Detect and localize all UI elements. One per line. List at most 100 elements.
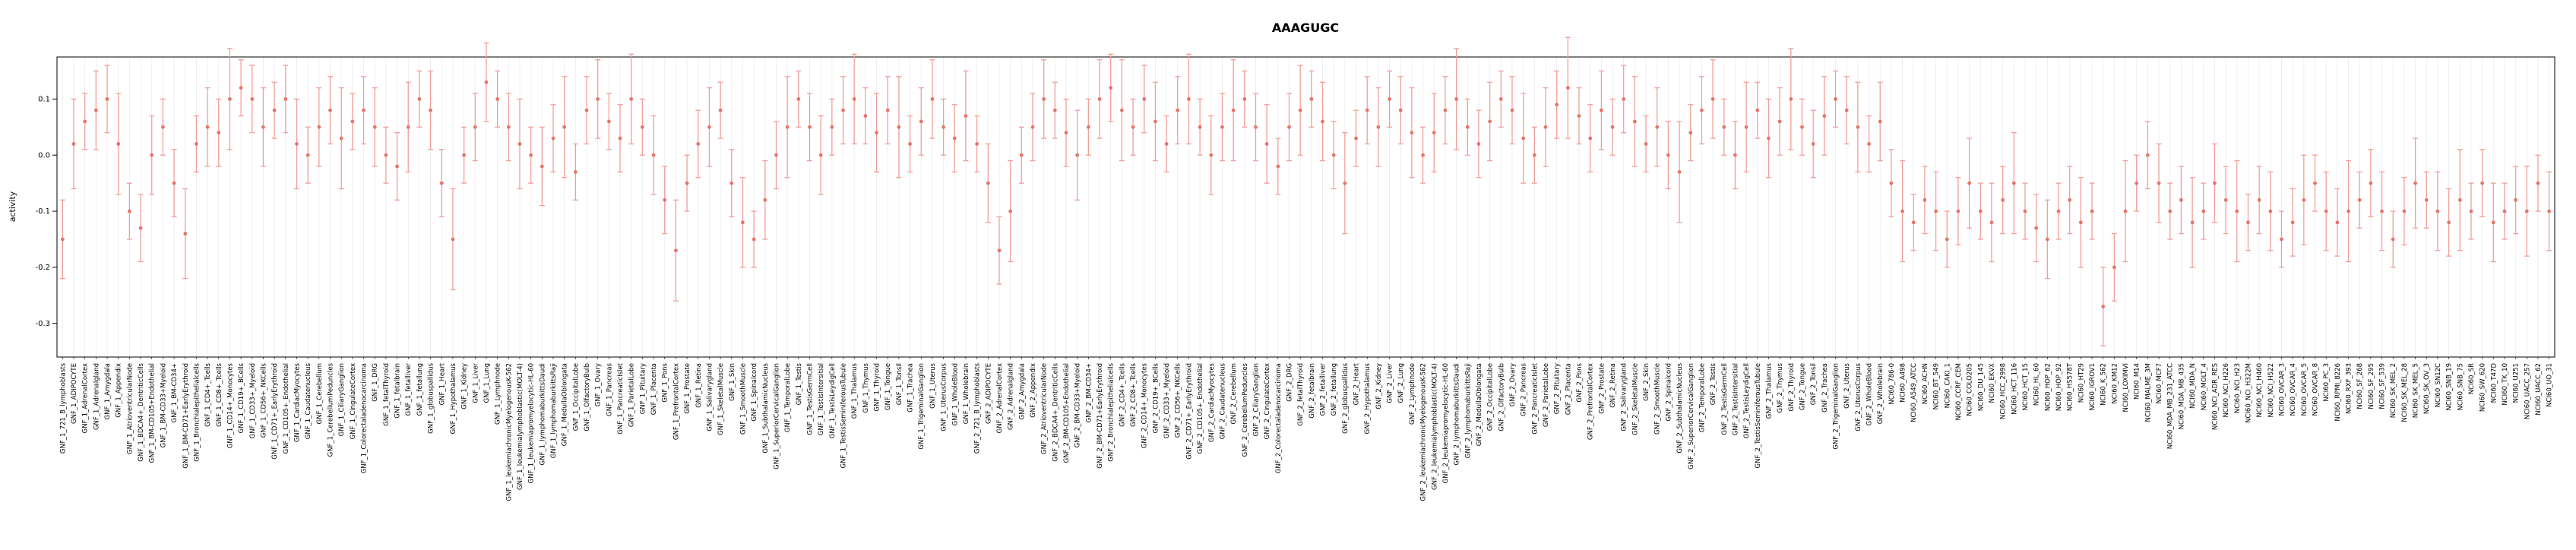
- data-point: [2514, 198, 2518, 202]
- x-tick-label: GNF_1_TestisSeminiferousTubule: [840, 363, 848, 469]
- x-tick-label: GNF_2_AtrioventricularNode: [1041, 363, 1049, 454]
- x-tick-label: GNF_2_CerebellumPeduncles: [1242, 362, 1249, 457]
- data-point: [640, 125, 644, 129]
- data-point: [2157, 181, 2161, 185]
- x-tick-label: NCI60_UO_31: [2546, 363, 2554, 407]
- x-tick-label: GNF_1_BM-CD34+: [171, 363, 179, 422]
- data-point: [1119, 108, 1124, 112]
- x-tick-label: NCI60_MCF7: [2156, 363, 2163, 403]
- x-tick-label: GNF_2_BM-CD71+EarlyErythroid: [1097, 363, 1104, 469]
- data-point: [261, 125, 265, 129]
- x-tick-label: NCI60_EKVX: [1989, 363, 1996, 403]
- x-tick-label: GNF_1_Salivarygland: [706, 363, 714, 431]
- x-tick-label: GNF_1_Amygdala: [104, 363, 112, 419]
- x-tick-label: NCI60_NCI_H522: [2267, 363, 2275, 418]
- data-point: [1030, 125, 1035, 129]
- data-point: [752, 237, 756, 242]
- x-tick-label: GNF_2_leukemialymphoblastic(MOLT-4): [1431, 363, 1438, 490]
- x-tick-label: GNF_1_BM-CD105+Endothelial: [149, 363, 157, 463]
- x-tick-label: GNF_2_Retina: [1609, 363, 1617, 408]
- x-tick-label: GNF_1_OlfactoryBulb: [584, 363, 591, 431]
- x-tick-label: NCI60_K_562: [2100, 363, 2108, 406]
- x-tick-label: GNF_1_Thymus: [862, 362, 870, 412]
- x-tick-label: NCI60_NCI_H322M: [2245, 363, 2252, 423]
- x-tick-label: GNF_2_CD8+_Tcells: [1130, 362, 1138, 426]
- data-point: [2235, 209, 2239, 213]
- x-tick-label: NCI60_TK_10: [2502, 363, 2509, 406]
- data-point: [1365, 108, 1369, 112]
- data-point: [1923, 198, 1927, 202]
- data-point: [362, 108, 366, 112]
- x-tick-label: GNF_2_CingulateCortex: [1264, 363, 1271, 439]
- x-tick-label: GNF_1_CD4+_Tcells: [204, 362, 212, 426]
- x-tick-label: GNF_2_SkeletalMuscle: [1631, 363, 1639, 435]
- data-point: [540, 164, 544, 169]
- data-point: [1822, 114, 1827, 118]
- data-point: [1956, 209, 1960, 213]
- data-point: [1454, 96, 1459, 101]
- x-tick-label: GNF_1_CerebellumPeduncles: [328, 362, 335, 457]
- data-point: [1632, 119, 1637, 124]
- data-point: [161, 125, 165, 129]
- data-point: [930, 96, 935, 101]
- x-tick-label: NCI60_SN12C: [2435, 363, 2442, 407]
- x-tick-label: GNF_2_Ovary: [1509, 363, 1517, 406]
- data-point: [1209, 153, 1214, 157]
- data-point: [2469, 209, 2473, 213]
- x-tick-label: NCI60_U251: [2513, 363, 2521, 403]
- x-tick-label: NCI60_NCI_H226: [2223, 363, 2230, 418]
- data-point: [1967, 181, 1972, 185]
- x-tick-label: GNF_2_fetalliver: [1320, 363, 1328, 416]
- data-point: [1298, 108, 1302, 112]
- data-point: [2246, 220, 2250, 225]
- data-point: [2045, 237, 2049, 242]
- data-point: [2056, 209, 2061, 213]
- data-point: [674, 248, 678, 253]
- x-tick-label: GNF_1_Pancreas: [606, 362, 613, 416]
- x-tick-label: GNF_1_globuspallidus: [428, 362, 435, 433]
- data-point: [239, 86, 243, 90]
- data-point: [517, 142, 522, 146]
- x-tick-label: GNF_2_Thalamus: [1765, 362, 1773, 419]
- x-tick-label: GNF_1_PrefrontalCortex: [672, 363, 680, 440]
- x-tick-label: NCI60_CAKI_1: [1944, 363, 1951, 408]
- x-tick-label: GNF_2_BM-CD33+Myeloid: [1074, 363, 1082, 447]
- x-tick-label: NCI60_M14: [2134, 363, 2141, 400]
- data-point: [1934, 209, 1938, 213]
- data-point: [774, 153, 778, 157]
- x-tick-label: GNF_2_Tonsil: [1810, 363, 1818, 405]
- data-point: [1398, 108, 1403, 112]
- data-point: [205, 125, 210, 129]
- x-tick-label: GNF_2_Placenta: [1565, 363, 1572, 415]
- data-point: [1610, 125, 1615, 129]
- data-point: [1733, 153, 1737, 157]
- x-tick-label: NCI60_KM12: [2111, 363, 2119, 404]
- x-tick-label: GNF_2_ParietalLobe: [1543, 363, 1550, 427]
- x-tick-label: NCI60_RXF_393: [2346, 363, 2353, 414]
- data-point: [1510, 108, 1514, 112]
- x-tick-label: GNF_1_Placenta: [650, 363, 658, 415]
- x-tick-label: GNF_2_Heart: [1353, 362, 1361, 405]
- x-tick-label: GNF_1_fetalThyroid: [383, 363, 391, 426]
- data-point: [495, 96, 500, 101]
- x-tick-label: GNF_1_Pons: [662, 362, 669, 402]
- x-tick-label: NCI60_MOLT_4: [2201, 363, 2208, 410]
- x-tick-label: NCI60_SK_MEL_2: [2390, 363, 2397, 418]
- x-tick-label: GNF_2_Appendix: [1030, 363, 1037, 418]
- data-point: [339, 136, 343, 141]
- data-point: [2280, 237, 2283, 242]
- x-tick-label: GNF_1_CingulateCortex: [350, 363, 357, 439]
- data-point: [2145, 153, 2150, 157]
- data-point: [986, 181, 990, 185]
- data-point: [2447, 220, 2451, 225]
- data-point: [1744, 125, 1748, 129]
- data-point: [1008, 209, 1013, 213]
- data-point: [1532, 153, 1536, 157]
- x-tick-label: NCI60_SNB_19: [2446, 363, 2454, 411]
- data-point: [1176, 108, 1180, 112]
- data-point: [150, 153, 154, 157]
- data-point: [384, 153, 388, 157]
- x-tick-label: GNF_2_OlfactoryBulb: [1498, 363, 1505, 431]
- data-point: [763, 198, 767, 202]
